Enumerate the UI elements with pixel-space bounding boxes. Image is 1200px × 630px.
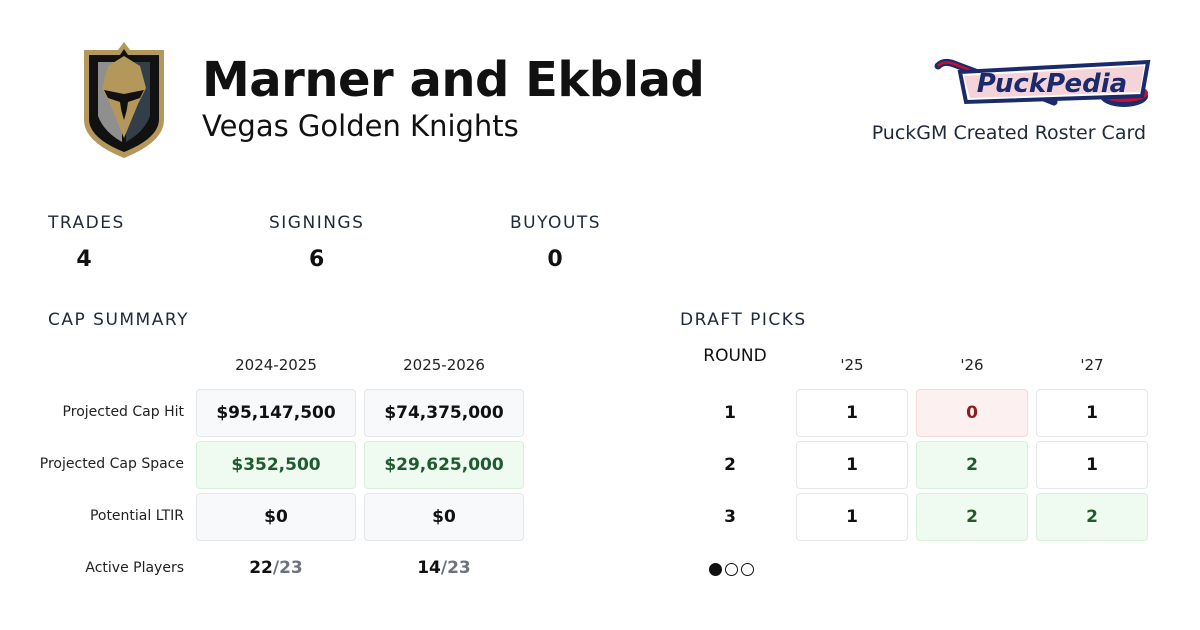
pick-r2-2027: 1 <box>1036 441 1148 489</box>
active-max: /23 <box>440 558 471 578</box>
active-players-2024: 22/23 <box>196 558 356 578</box>
round-number: 2 <box>724 455 736 475</box>
active-max: /23 <box>272 558 303 578</box>
potential-ltir-2024: $0 <box>196 493 356 541</box>
season-header: 2025-2026 <box>403 356 485 374</box>
stat-trades: TRADES 4 <box>48 213 125 272</box>
brand-caption: PuckGM Created Roster Card <box>871 122 1146 144</box>
stat-signings: SIGNINGS 6 <box>269 213 364 272</box>
pick-r1-2027: 1 <box>1036 389 1148 437</box>
year-header: '25 <box>840 356 864 374</box>
stat-label: BUYOUTS <box>510 213 602 233</box>
stat-value: 4 <box>76 247 92 272</box>
page-dot-2[interactable] <box>725 563 738 576</box>
active-players-2025: 14/23 <box>364 558 524 578</box>
puckpedia-logo[interactable]: PuckPedia <box>934 52 1156 122</box>
projected-cap-hit-2024: $95,147,500 <box>196 389 356 437</box>
pick-r2-2026: 2 <box>916 441 1028 489</box>
draft-picks-title: DRAFT PICKS <box>680 310 807 330</box>
stat-value: 0 <box>547 247 563 272</box>
stat-label: TRADES <box>48 213 125 233</box>
pagination-dots <box>709 563 754 576</box>
pick-r3-2025: 1 <box>796 493 908 541</box>
year-header: '26 <box>960 356 984 374</box>
projected-cap-space-2025: $29,625,000 <box>364 441 524 489</box>
pick-r1-2026: 0 <box>916 389 1028 437</box>
team-name: Vegas Golden Knights <box>202 109 519 143</box>
projected-cap-hit-2025: $74,375,000 <box>364 389 524 437</box>
cap-row-label: Potential LTIR <box>89 508 184 524</box>
season-header: 2024-2025 <box>235 356 317 374</box>
cap-row-label: Projected Cap Space <box>39 456 184 472</box>
pick-r2-2025: 1 <box>796 441 908 489</box>
page-dot-3[interactable] <box>741 563 754 576</box>
pick-r3-2026: 2 <box>916 493 1028 541</box>
active-count: 14 <box>417 558 441 578</box>
active-count: 22 <box>249 558 273 578</box>
stat-label: SIGNINGS <box>269 213 365 233</box>
round-number: 3 <box>724 507 736 527</box>
stat-value: 6 <box>309 247 325 272</box>
pick-r1-2025: 1 <box>796 389 908 437</box>
pick-r3-2027: 2 <box>1036 493 1148 541</box>
card-title: Marner and Ekblad <box>202 52 705 108</box>
stat-buyouts: BUYOUTS 0 <box>510 213 601 272</box>
round-header: ROUND <box>703 346 767 366</box>
cap-summary-title: CAP SUMMARY <box>48 310 189 330</box>
projected-cap-space-2024: $352,500 <box>196 441 356 489</box>
team-logo-icon <box>84 42 164 158</box>
svg-text:PuckPedia: PuckPedia <box>977 69 1127 99</box>
cap-row-label: Projected Cap Hit <box>62 404 184 420</box>
year-header: '27 <box>1080 356 1104 374</box>
page-dot-1[interactable] <box>709 563 722 576</box>
potential-ltir-2025: $0 <box>364 493 524 541</box>
active-players-label: Active Players <box>85 560 184 576</box>
round-number: 1 <box>724 403 736 423</box>
